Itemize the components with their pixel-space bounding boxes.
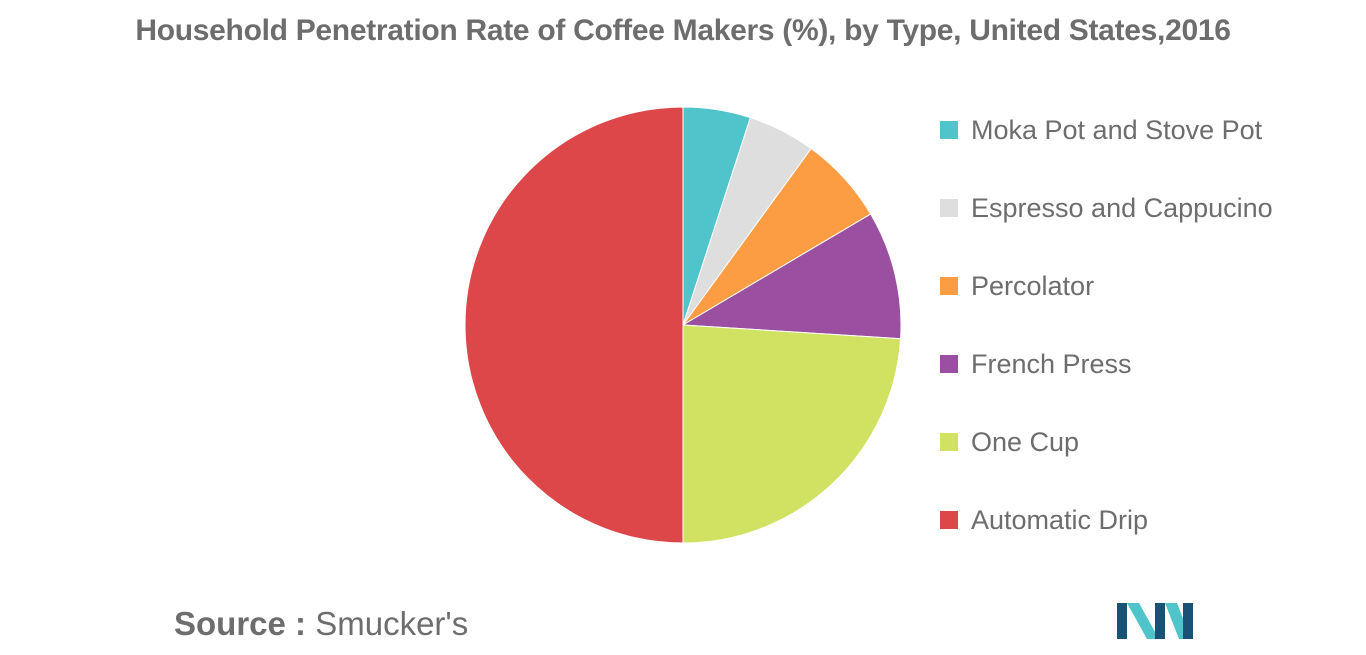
pie-slice-french-press <box>681 213 902 340</box>
logo-mid-bar <box>1155 603 1165 639</box>
legend-item: Automatic Drip <box>940 500 1148 540</box>
legend-swatch <box>940 355 958 373</box>
legend-label: Espresso and Cappucino <box>971 192 1273 223</box>
legend-label: French Press <box>971 348 1132 379</box>
legend-item: French Press <box>940 344 1132 384</box>
legend-label: Moka Pot and Stove Pot <box>971 114 1263 145</box>
legend-item: Espresso and Cappucino <box>940 188 1273 228</box>
legend-swatch <box>940 121 958 139</box>
source-note: Source : Smucker's <box>174 605 468 643</box>
legend-item: Percolator <box>940 266 1094 306</box>
pie-slice-automatic-drip <box>464 106 684 544</box>
legend-label: Percolator <box>971 270 1095 301</box>
logo-left-diagonal <box>1127 603 1159 639</box>
legend-swatch <box>940 511 958 529</box>
legend-label: One Cup <box>971 426 1080 457</box>
legend-swatch <box>940 433 958 451</box>
source-value: Smucker's <box>315 605 469 642</box>
legend-item: One Cup <box>940 422 1079 462</box>
pie-slice-one-cup <box>682 324 902 544</box>
legend-swatch <box>940 199 958 217</box>
chart-title: Household Penetration Rate of Coffee Mak… <box>135 14 1231 47</box>
logo-left-bar <box>1117 603 1127 639</box>
pie-slices <box>464 106 902 544</box>
legend-swatch <box>940 277 958 295</box>
mordor-intelligence-logo <box>1117 603 1193 639</box>
logo-right-bar <box>1183 603 1193 639</box>
source-label: Source : <box>174 605 307 642</box>
legend-item: Moka Pot and Stove Pot <box>940 110 1262 150</box>
legend-label: Automatic Drip <box>971 504 1149 535</box>
